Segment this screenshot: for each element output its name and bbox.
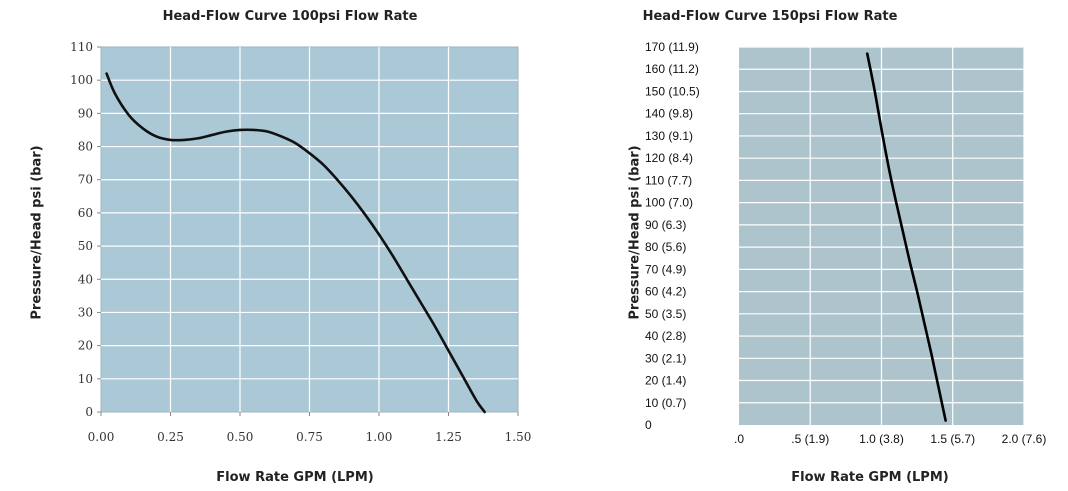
chart2-y-tick-label: 80 (5.6) [645, 240, 686, 254]
chart1-x-tick-label: 1.25 [435, 430, 462, 444]
chart1-y-tick-label: 10 [78, 372, 93, 386]
chart1-x-tick-label: 1.00 [366, 430, 393, 444]
chart2-y-tick-label: 60 (4.2) [645, 285, 686, 299]
chart2-y-tick-label: 170 (11.9) [645, 40, 699, 54]
chart2-y-tick-label: 120 (8.4) [645, 151, 693, 165]
chart1-y-tick-label: 70 [78, 173, 93, 187]
chart2-series-line [865, 52, 947, 422]
chart2-y-tick-label: 160 (11.2) [645, 62, 699, 76]
chart2-y-tick-label: 70 (4.9) [645, 262, 686, 276]
chart1-title: Head-Flow Curve 100psi Flow Rate [162, 9, 418, 24]
chart1-y-tick-label: 80 [78, 140, 93, 154]
chart1-y-tick-label: 30 [78, 305, 93, 319]
chart1-y-tick-label: 0 [85, 405, 93, 419]
chart2-y-tick-label: 20 (1.4) [645, 374, 686, 388]
chart2-x-tick-label: .0 [734, 432, 744, 446]
chart2-y-tick-label: 130 (9.1) [645, 129, 693, 143]
chart2-y-tick-label: 100 (7.0) [645, 196, 693, 210]
chart2-y-tick-label: 40 (2.8) [645, 329, 686, 343]
chart2-x-tick-label: 1.0 (3.8) [859, 432, 904, 446]
chart2-y-tick-label: 90 (6.3) [645, 218, 686, 232]
chart1-y-tick-label: 50 [78, 239, 93, 253]
chart1-y-tick-label: 20 [78, 339, 93, 353]
chart2-y-tick-label: 0 [645, 418, 652, 432]
chart1-x-axis-title: Flow Rate GPM (LPM) [216, 470, 374, 485]
chart1-y-tick-label: 110 [70, 40, 93, 54]
chart2-y-tick-label: 30 (2.1) [645, 351, 686, 365]
chart2-y-tick-label: 10 (0.7) [645, 396, 686, 410]
chart1-y-tick-label: 40 [78, 272, 93, 286]
chart1-y-tick-label: 90 [78, 106, 93, 120]
chart2-y-tick-label: 110 (7.7) [645, 173, 692, 187]
chart2-y-tick-label: 150 (10.5) [645, 84, 700, 98]
chart1-y-tick-label: 100 [70, 73, 93, 87]
chart2-x-tick-label: 2.0 (7.6) [1002, 432, 1047, 446]
chart1-x-tick-label: 0.25 [157, 430, 184, 444]
chart1-series-line [105, 72, 486, 414]
chart2-y-tick-label: 140 (9.8) [645, 107, 693, 121]
chart2-y-tick-label: 50 (3.5) [645, 307, 686, 321]
chart2-x-tick-label: 1.5 (5.7) [930, 432, 975, 446]
chart2-x-tick-label: .5 (1.9) [791, 432, 829, 446]
chart2-title: Head-Flow Curve 150psi Flow Rate [642, 9, 898, 24]
chart1-x-tick-label: 0.50 [227, 430, 254, 444]
chart1-y-tick-label: 60 [78, 206, 93, 220]
chart2-x-axis-title: Flow Rate GPM (LPM) [791, 470, 949, 485]
chart1-x-tick-label: 0.00 [88, 430, 115, 444]
chart1-x-tick-label: 0.75 [296, 430, 323, 444]
chart1-x-tick-label: 1.50 [505, 430, 532, 444]
